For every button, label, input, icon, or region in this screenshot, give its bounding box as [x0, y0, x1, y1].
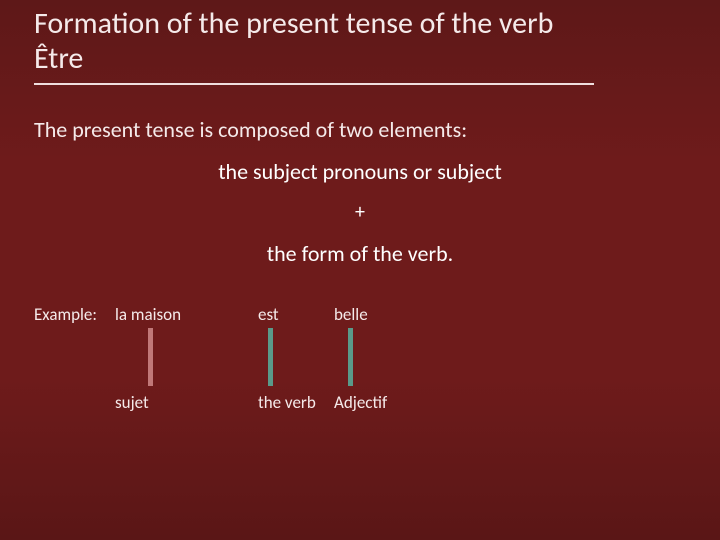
slide-title: Formation of the present tense of the ve… — [34, 6, 594, 85]
element-2: the form of the verb. — [0, 240, 720, 267]
connector-adjective — [348, 328, 353, 386]
example-verb: est — [258, 304, 279, 325]
plus-sign: + — [0, 200, 720, 224]
gloss-subject: sujet — [115, 392, 149, 413]
connector-verb — [268, 328, 273, 386]
element-1: the subject pronouns or subject — [0, 158, 720, 185]
gloss-verb: the verb — [258, 392, 316, 413]
example-adjective: belle — [334, 304, 368, 325]
connector-subject — [148, 328, 153, 386]
intro-text: The present tense is composed of two ele… — [34, 116, 467, 143]
example-label: Example: — [34, 304, 97, 325]
gloss-adjective: Adjectif — [334, 392, 387, 413]
example-subject: la maison — [115, 304, 181, 325]
